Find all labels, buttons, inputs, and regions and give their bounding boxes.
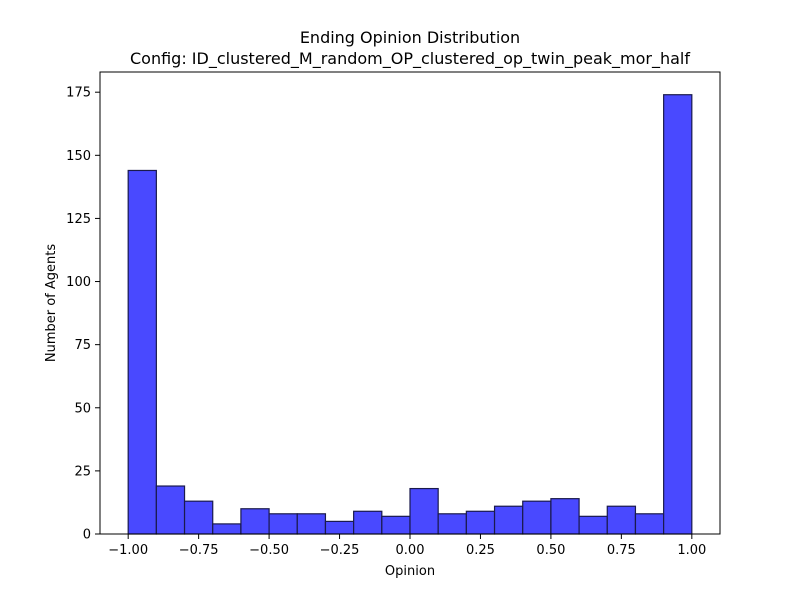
x-axis-label: Opinion — [385, 564, 435, 579]
y-tick-label: 0 — [83, 528, 91, 543]
histogram-bar — [268, 513, 298, 535]
y-tick-label: 150 — [66, 149, 91, 164]
histogram-bar — [127, 169, 157, 535]
histogram-bar — [550, 498, 580, 535]
histogram-bar — [296, 513, 327, 535]
histogram-bar — [465, 510, 496, 535]
x-tick-label: −0.50 — [249, 543, 289, 558]
chart-subtitle: Config: ID_clustered_M_random_OP_cluster… — [130, 49, 690, 69]
x-tick-label: −1.00 — [108, 543, 148, 558]
histogram-bar — [493, 505, 524, 535]
histogram-bar — [212, 523, 242, 535]
histogram-bar — [663, 94, 693, 535]
histogram-bar — [634, 513, 665, 535]
histogram-bar — [240, 508, 270, 535]
y-tick-label: 175 — [66, 86, 91, 101]
histogram-bar — [183, 500, 214, 535]
x-tick-label: 0.50 — [536, 543, 565, 558]
histogram-bar — [437, 513, 467, 535]
y-tick-label: 125 — [66, 212, 91, 227]
chart-title: Ending Opinion Distribution — [300, 28, 520, 47]
x-tick-label: 1.00 — [677, 543, 706, 558]
x-tick-label: −0.25 — [320, 543, 360, 558]
histogram-bar — [353, 510, 383, 535]
histogram-bar — [606, 505, 637, 535]
y-axis-label: Number of Agents — [44, 244, 59, 362]
x-tick-label: −0.75 — [179, 543, 219, 558]
x-tick-label: 0.75 — [607, 543, 636, 558]
y-tick-label: 75 — [74, 338, 91, 353]
histogram-bar — [409, 487, 439, 535]
x-tick-label: 0.25 — [466, 543, 495, 558]
histogram-bar — [522, 500, 552, 535]
x-axis-ticks: −1.00 −0.75 −0.50 −0.25 0.00 0.25 0.50 0.75 1.00 — [108, 534, 706, 558]
x-tick-label: 0.00 — [396, 543, 425, 558]
y-tick-label: 100 — [66, 275, 91, 290]
histogram-bar — [324, 520, 355, 535]
y-axis-ticks: 0 25 50 75 100 125 150 175 — [66, 86, 100, 543]
y-tick-label: 50 — [74, 401, 91, 416]
histogram-bar — [155, 485, 186, 535]
histogram-bar — [578, 515, 608, 535]
bars-group — [127, 94, 693, 535]
y-tick-label: 25 — [74, 464, 91, 479]
histogram-bar — [381, 515, 411, 535]
